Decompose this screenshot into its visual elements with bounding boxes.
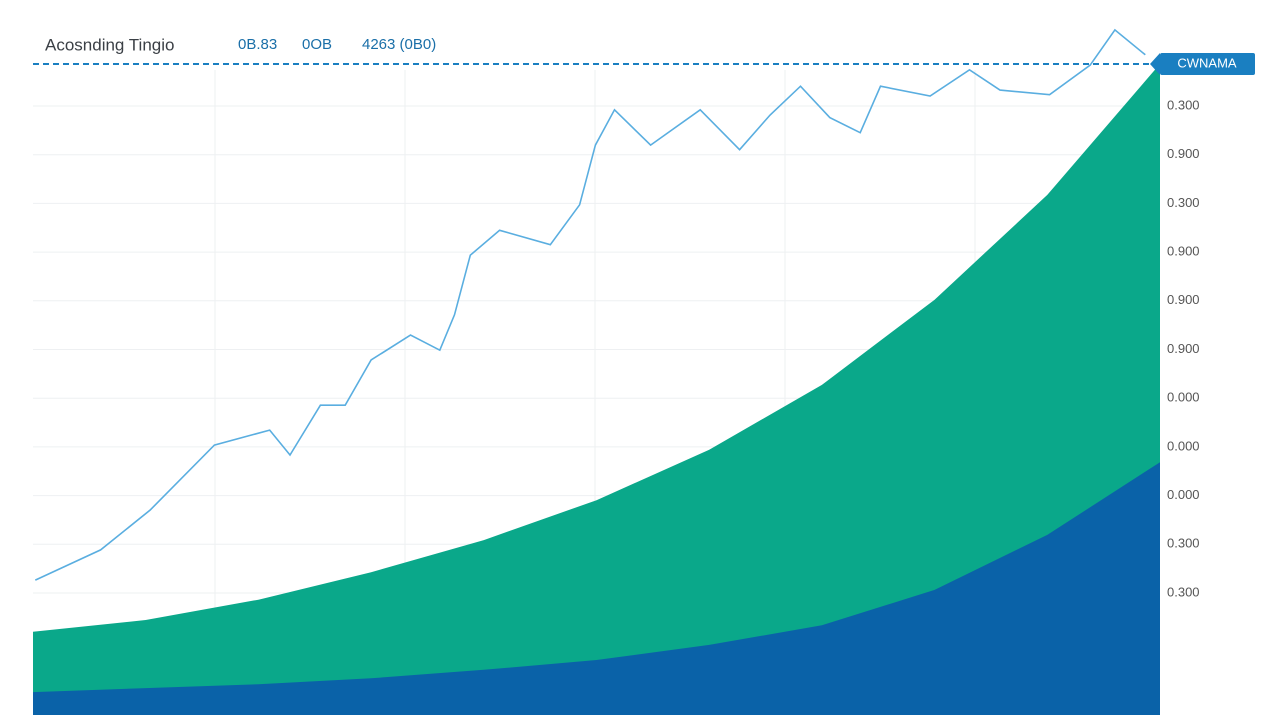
header-value: 4263 (0B0) — [362, 36, 436, 53]
y-axis-label: 0.000 — [1167, 390, 1200, 405]
y-axis-label: 0.300 — [1167, 536, 1200, 551]
plot-area — [33, 28, 1160, 715]
y-axis-label: 0.300 — [1167, 195, 1200, 210]
y-axis-label: 0.900 — [1167, 292, 1200, 307]
price-label: CWNAMA — [1177, 55, 1237, 70]
header-value: 0OB — [302, 36, 332, 53]
chart-title: Acosnding Tingio — [45, 35, 174, 54]
price-tag-arrow — [1150, 53, 1160, 75]
y-axis-label: 0.900 — [1167, 341, 1200, 356]
area — [33, 462, 1160, 715]
header-value: 0B.83 — [238, 36, 277, 53]
y-axis-label: 0.900 — [1167, 244, 1200, 259]
area — [33, 63, 1160, 715]
y-axis-label: 0.000 — [1167, 438, 1200, 453]
price-tag — [1160, 53, 1255, 75]
y-axis-label: 0.300 — [1167, 97, 1200, 112]
y-axis-label: 0.000 — [1167, 487, 1200, 502]
y-axis-label: 0.300 — [1167, 584, 1200, 599]
price-line-series — [34, 28, 1146, 581]
y-axis-label: 0.900 — [1167, 146, 1200, 161]
